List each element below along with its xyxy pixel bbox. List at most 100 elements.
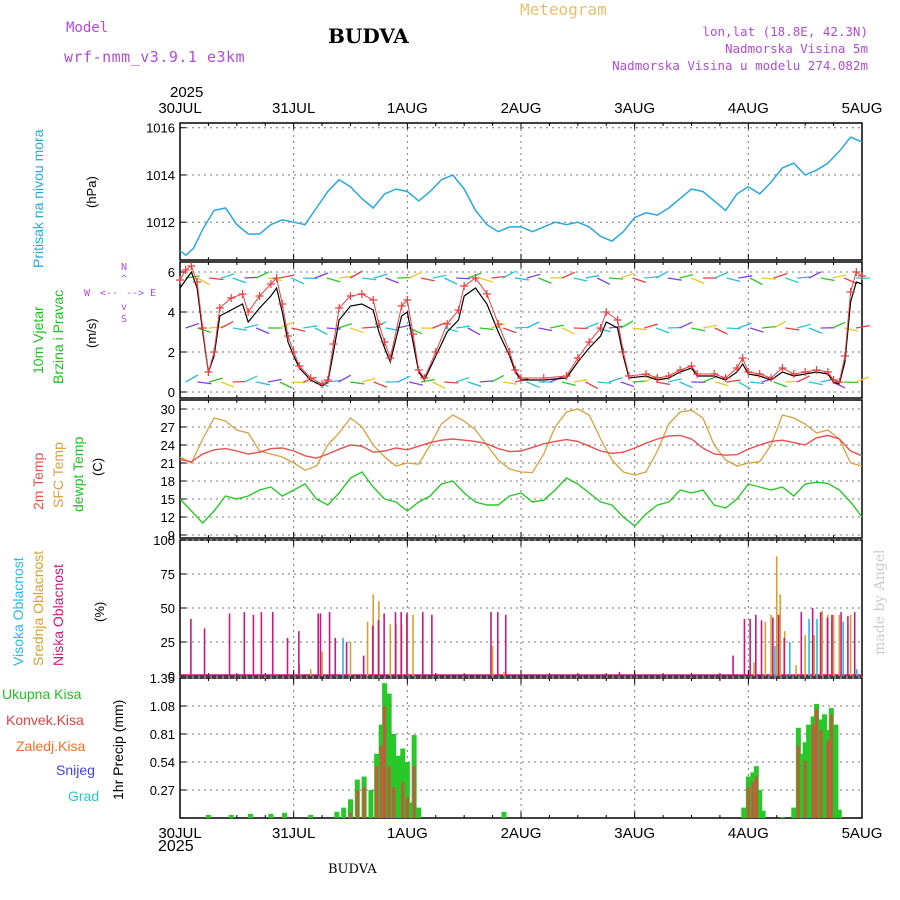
wind-direction-arrow bbox=[232, 327, 247, 331]
gust-marker bbox=[238, 290, 247, 298]
precip-conv-bar bbox=[348, 812, 353, 818]
wind-direction-arrow bbox=[796, 375, 810, 383]
y-tick-label: 1016 bbox=[146, 121, 175, 136]
wind-direction-arrow bbox=[314, 327, 328, 336]
x-tick-label-bottom: 5AUG bbox=[842, 825, 883, 842]
wind-direction-arrow bbox=[444, 327, 459, 333]
wind-direction-arrow bbox=[620, 320, 634, 329]
wind-direction-arrow bbox=[350, 327, 364, 334]
wind-direction-arrow bbox=[456, 325, 471, 329]
gust-marker bbox=[823, 368, 832, 376]
wind-direction-arrow bbox=[256, 381, 271, 386]
wind-direction-arrow bbox=[397, 324, 412, 329]
wind-direction-arrow bbox=[220, 320, 234, 329]
wind-direction-arrow bbox=[538, 277, 552, 284]
gust-marker bbox=[374, 320, 383, 328]
legend-conv: Konvek.Kisa bbox=[6, 712, 84, 728]
wind-direction-arrow bbox=[561, 381, 576, 387]
wind-direction-arrow bbox=[291, 381, 306, 384]
wind-direction-arrow bbox=[491, 374, 505, 383]
wind-direction-arrow bbox=[467, 327, 481, 336]
wind-direction-arrow bbox=[714, 381, 729, 387]
gust-marker bbox=[482, 290, 491, 298]
wind-direction-arrow bbox=[373, 381, 388, 388]
gust-marker bbox=[812, 366, 821, 374]
gust-marker bbox=[738, 354, 747, 362]
wind-speed-line bbox=[179, 270, 863, 387]
gust-marker bbox=[778, 364, 787, 372]
gust-marker bbox=[619, 348, 628, 356]
wind-direction-arrow bbox=[797, 276, 812, 279]
y-tick-label: 15 bbox=[161, 492, 175, 507]
wind-direction-arrow bbox=[197, 277, 211, 286]
y-tick-label: 50 bbox=[161, 601, 175, 616]
x-tick-label-top: 5AUG bbox=[842, 100, 883, 117]
precip-total-bar bbox=[341, 807, 347, 818]
gust-marker bbox=[732, 364, 741, 372]
gust-marker bbox=[409, 330, 418, 338]
gust-marker bbox=[460, 282, 469, 290]
y-tick-label: 1.35 bbox=[150, 671, 175, 686]
gust-marker bbox=[835, 378, 844, 386]
wind-direction-arrow bbox=[726, 379, 741, 383]
precip-conv-bar bbox=[754, 776, 758, 818]
wind-direction-arrow bbox=[585, 274, 600, 279]
y-tick-label: 18 bbox=[161, 474, 175, 489]
gust-marker bbox=[443, 320, 452, 328]
precip-total-bar bbox=[821, 714, 827, 818]
wind-direction-arrow bbox=[455, 376, 470, 383]
precip-total-bar bbox=[501, 811, 507, 818]
wind-direction-arrow bbox=[244, 323, 259, 329]
wind-direction-arrow bbox=[597, 381, 612, 384]
gust-marker bbox=[602, 308, 611, 316]
precip-total-bar bbox=[799, 753, 805, 818]
wind-direction-arrow bbox=[655, 270, 669, 279]
wind-direction-arrow bbox=[632, 380, 647, 383]
wind-direction-arrow bbox=[420, 277, 435, 282]
y-tick-label: 30 bbox=[161, 402, 175, 417]
wind-direction-arrow bbox=[326, 277, 341, 283]
precip-conv-bar bbox=[796, 745, 800, 818]
precip-conv-bar bbox=[751, 781, 755, 818]
precip-total-bar bbox=[368, 790, 374, 818]
compass-e: E bbox=[150, 288, 157, 299]
x-tick-label-bottom: 4AUG bbox=[728, 825, 769, 842]
wind-direction-arrow bbox=[808, 327, 823, 334]
gust-marker bbox=[511, 366, 520, 374]
wind-direction-arrow bbox=[444, 381, 459, 384]
x-tick-label-top: 4AUG bbox=[728, 100, 769, 117]
gust-marker bbox=[846, 288, 855, 296]
y-tick-label: 0.81 bbox=[150, 727, 175, 742]
precip-conv-bar bbox=[811, 724, 815, 818]
wind-direction-arrow bbox=[232, 277, 247, 284]
wind-direction-arrow bbox=[561, 327, 575, 335]
wind-direction-arrow bbox=[808, 271, 822, 279]
precip-total-bar bbox=[395, 755, 401, 818]
wind-direction-arrow bbox=[491, 275, 506, 279]
wind-direction-arrow bbox=[844, 327, 858, 332]
precip-conv-bar bbox=[362, 786, 366, 818]
wind-direction-arrow bbox=[667, 277, 682, 281]
wind-direction-arrow bbox=[408, 381, 423, 386]
wind-direction-arrow bbox=[408, 327, 423, 335]
wind-direction-arrow bbox=[714, 271, 728, 279]
compass-arrow-south: v bbox=[121, 302, 128, 313]
wind-direction-arrow bbox=[349, 270, 363, 279]
precip-conv-bar bbox=[746, 786, 750, 818]
wind-direction-arrow bbox=[467, 381, 482, 387]
y-tick-label: 0.27 bbox=[150, 783, 175, 798]
wind-direction-arrow bbox=[255, 271, 270, 279]
precip-conv-bar bbox=[355, 790, 359, 818]
precip-total-bar bbox=[833, 724, 839, 818]
wind-direction-arrow bbox=[726, 277, 741, 283]
gust-marker bbox=[562, 372, 571, 380]
y-tick-label: 27 bbox=[161, 420, 175, 435]
wind-direction-arrow bbox=[314, 272, 329, 279]
year-top: 2025 bbox=[170, 84, 204, 101]
y-tick-label: 0.54 bbox=[150, 755, 175, 770]
wind-direction-arrow bbox=[749, 327, 764, 333]
wind-direction-arrow bbox=[785, 277, 799, 284]
wind-direction-arrow bbox=[267, 378, 282, 383]
wind-direction-arrow bbox=[596, 277, 611, 285]
